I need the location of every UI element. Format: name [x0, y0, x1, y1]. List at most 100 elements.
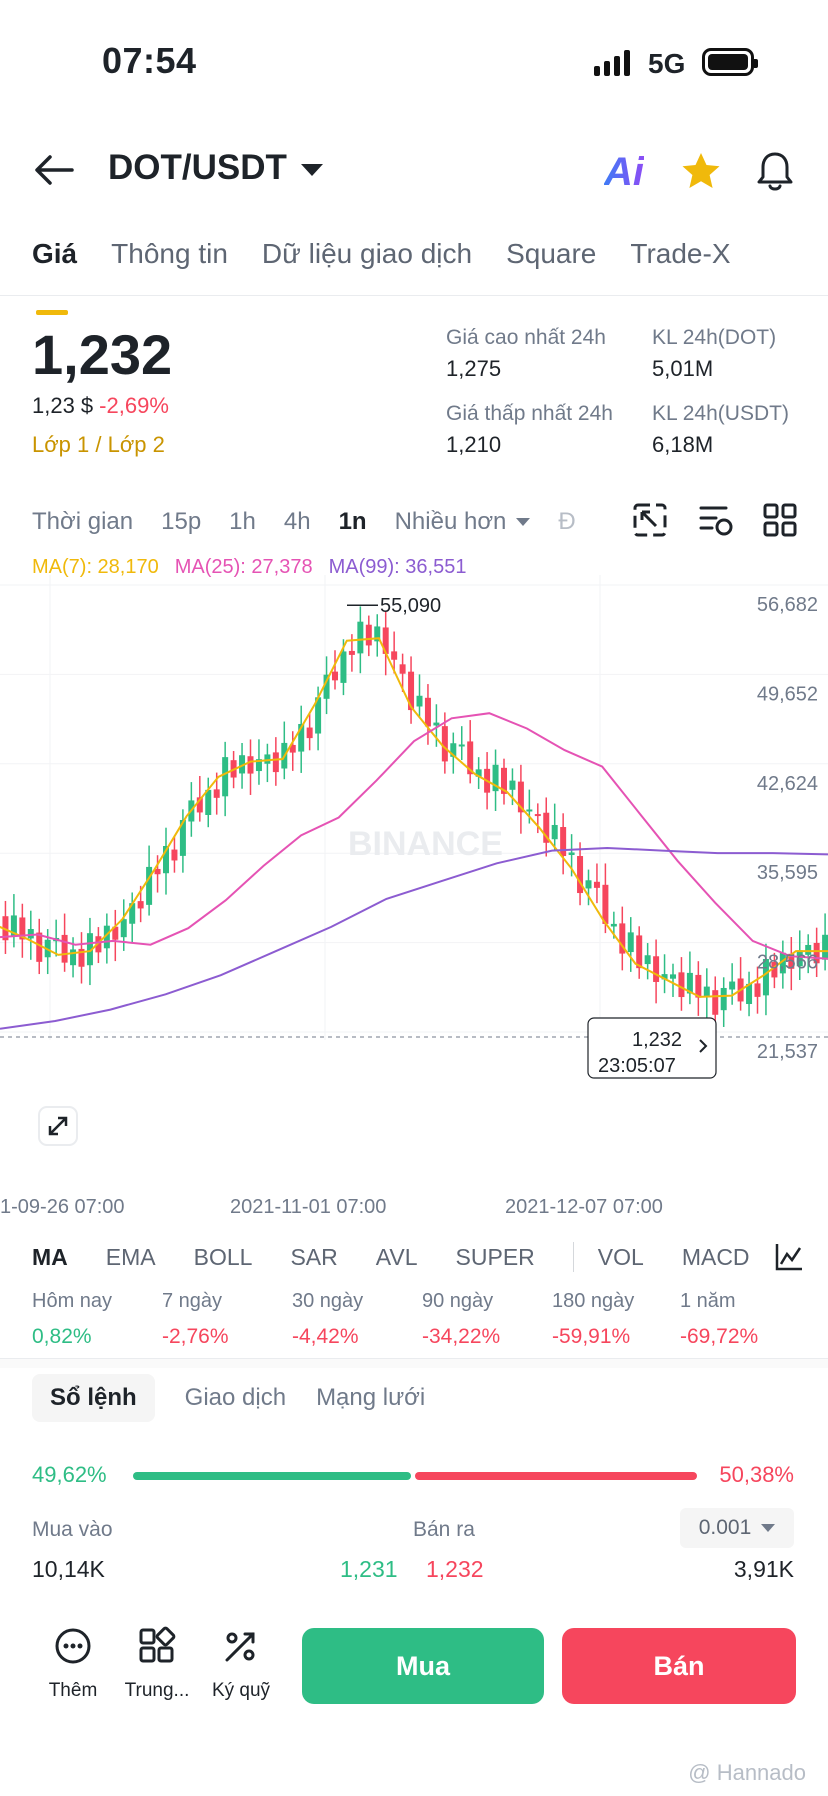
indicator-sar[interactable]: SAR	[290, 1243, 338, 1270]
indicator-ma[interactable]: MA	[32, 1243, 68, 1270]
tick-size-select[interactable]: 0.001	[680, 1508, 794, 1548]
candle-up	[796, 950, 803, 967]
candle-up	[10, 915, 17, 937]
interval-15p[interactable]: 15p	[161, 508, 202, 535]
candle-down	[788, 953, 795, 969]
back-arrow-icon[interactable]	[34, 152, 74, 188]
performance-row: Hôm nay 0,82% 7 ngày -2,76% 30 ngày -4,42% …	[0, 1290, 828, 1349]
candle-up	[762, 958, 769, 996]
network-type: 5G	[648, 48, 686, 79]
margin-percent-icon	[225, 1632, 255, 1662]
candle-down	[619, 923, 626, 954]
candle-up	[720, 987, 727, 1011]
candle-up	[340, 651, 347, 683]
candle-down	[154, 868, 161, 875]
candle-up	[179, 819, 186, 856]
interval-1n[interactable]: 1n	[338, 508, 367, 535]
tab-price[interactable]: Giá	[32, 238, 77, 315]
main-tabs: Giá Thông tin Dữ liệu giao dịch Square T…	[0, 238, 828, 315]
footer-more[interactable]: Thêm	[28, 1626, 118, 1702]
x-tick-label: 1-09-26 07:00	[0, 1196, 125, 1215]
candle-down	[408, 671, 415, 711]
perf-label: Hôm nay	[32, 1290, 113, 1312]
perf-label: 90 ngày	[422, 1290, 494, 1312]
user-watermark: @ Hannado	[688, 1760, 806, 1785]
indicator-settings-icon[interactable]	[696, 500, 736, 540]
candle-up	[610, 923, 617, 927]
indicator-macd[interactable]: MACD	[681, 1243, 750, 1270]
caret-down-icon	[761, 1524, 776, 1532]
layer-tag[interactable]: Lớp 1 / Lớp 2	[32, 432, 165, 457]
candle-up	[686, 972, 693, 994]
interval-bar: Thời gian 15p 1h 4h 1n Nhiều hơn Đ	[0, 500, 828, 544]
tab-trading-data[interactable]: Dữ liệu giao dịch	[261, 238, 473, 269]
vol-dot-value: 5,01M	[652, 356, 714, 381]
indicator-chart-icon[interactable]	[774, 1242, 804, 1272]
interval-4h[interactable]: 4h	[283, 508, 311, 535]
tab-trade-x[interactable]: Trade-X	[630, 238, 731, 269]
perf-label: 7 ngày	[162, 1290, 223, 1312]
footer-center[interactable]: Trung...	[112, 1626, 202, 1702]
candle-down	[36, 932, 43, 962]
ai-icon[interactable]: Ai	[604, 150, 644, 194]
y-tick-label: 35,595	[757, 862, 818, 884]
more-dots-icon	[55, 1628, 91, 1664]
indicator-boll[interactable]: BOLL	[193, 1243, 253, 1270]
candle-down	[112, 926, 119, 940]
perf-value: 0,82%	[32, 1325, 92, 1348]
usd-value: 1,23 $	[32, 393, 94, 418]
candle-down	[441, 726, 448, 762]
candle-up	[255, 759, 262, 772]
candle-up	[458, 744, 465, 747]
footer-margin[interactable]: Ký quỹ	[196, 1626, 286, 1702]
indicator-vol[interactable]: VOL	[597, 1243, 644, 1270]
tab-network[interactable]: Mạng lưới	[316, 1384, 426, 1411]
candle-up	[146, 866, 153, 905]
tab-orderbook[interactable]: Sổ lệnh	[32, 1374, 155, 1422]
candle-up	[509, 780, 516, 790]
last-price: 1,232	[32, 323, 173, 386]
candle-down	[365, 624, 372, 646]
bid-header: Mua vào	[32, 1518, 113, 1541]
interval-1h[interactable]: 1h	[229, 508, 256, 535]
candle-down	[517, 781, 524, 813]
perf-label: 30 ngày	[292, 1290, 364, 1312]
interval-time-label[interactable]: Thời gian	[32, 508, 134, 535]
caret-down-icon	[300, 164, 323, 176]
sell-button[interactable]: Bán	[562, 1628, 796, 1704]
interval-more[interactable]: Nhiều hơn	[395, 508, 531, 536]
candle-down	[247, 756, 254, 774]
ma25-legend: MA(25): 27,378	[174, 556, 313, 578]
indicator-ema[interactable]: EMA	[105, 1243, 156, 1270]
bid-price[interactable]: 1,231	[340, 1556, 398, 1582]
buy-button[interactable]: Mua	[302, 1628, 544, 1704]
grid-layout-icon[interactable]	[760, 500, 800, 540]
tick-size-value: 0.001	[698, 1516, 752, 1539]
candle-up	[670, 974, 676, 979]
indicator-avl[interactable]: AVL	[375, 1243, 418, 1270]
tab-trades[interactable]: Giao dịch	[184, 1384, 287, 1411]
candle-down	[678, 972, 685, 998]
indicator-super[interactable]: SUPER	[455, 1243, 535, 1270]
pair-selector[interactable]: DOT/USDT	[108, 148, 323, 188]
ma-legend: MA(7): 28,170 MA(25): 27,378 MA(99): 36,…	[32, 556, 466, 579]
vol-dot-label: KL 24h(DOT)	[652, 326, 777, 349]
tab-square[interactable]: Square	[506, 238, 597, 269]
perf-7d: 7 ngày -2,76%	[162, 1290, 292, 1349]
bell-icon[interactable]	[756, 150, 794, 192]
ask-price[interactable]: 1,232	[426, 1556, 484, 1582]
candle-down	[391, 651, 398, 660]
expand-chart-icon[interactable]	[38, 1106, 78, 1146]
candle-up	[551, 824, 558, 840]
ma99-line	[0, 846, 828, 1030]
candle-up	[644, 955, 651, 965]
high-24h-label: Giá cao nhất 24h	[446, 326, 606, 349]
star-icon[interactable]	[680, 150, 722, 192]
candle-down	[213, 789, 220, 798]
candle-up	[568, 852, 575, 856]
interval-cut-label[interactable]: Đ	[558, 508, 576, 535]
candle-up	[264, 754, 271, 764]
candlestick-chart[interactable]: BINANCE 56,682 49,652 42,624 35,595 28,566 21…	[0, 575, 828, 1215]
tab-info[interactable]: Thông tin	[111, 238, 228, 269]
fullscreen-chart-icon[interactable]	[630, 500, 670, 540]
